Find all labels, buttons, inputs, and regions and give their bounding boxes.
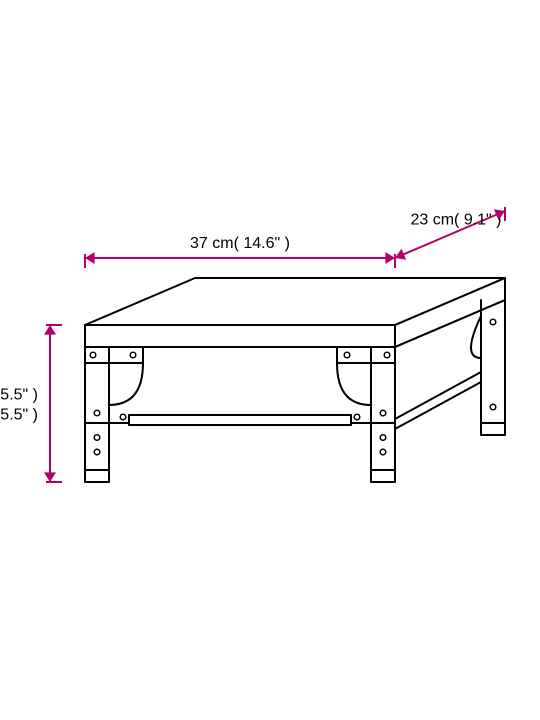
dimension-diagram: 37 cm( 14.6" ) 23 cm( 9.1" ) 14 cm( 5.5" )… (0, 0, 540, 720)
svg-text:( 5.5" ): ( 5.5" ) (0, 407, 38, 424)
diagram-canvas: 37 cm( 14.6" ) 23 cm( 9.1" ) 14 cm( 5.5" )… (0, 0, 540, 720)
dim-depth-label: 23 cm( 9.1" ) (410, 212, 501, 229)
dim-depth: 23 cm( 9.1" ) (395, 207, 505, 268)
dim-height: 14 cm( 5.5" ) ( 5.5" ) (0, 325, 62, 482)
dim-height-label: 14 cm( 5.5" ) (0, 387, 38, 404)
dim-width: 37 cm( 14.6" ) (85, 235, 395, 268)
dim-width-label: 37 cm( 14.6" ) (190, 235, 290, 252)
